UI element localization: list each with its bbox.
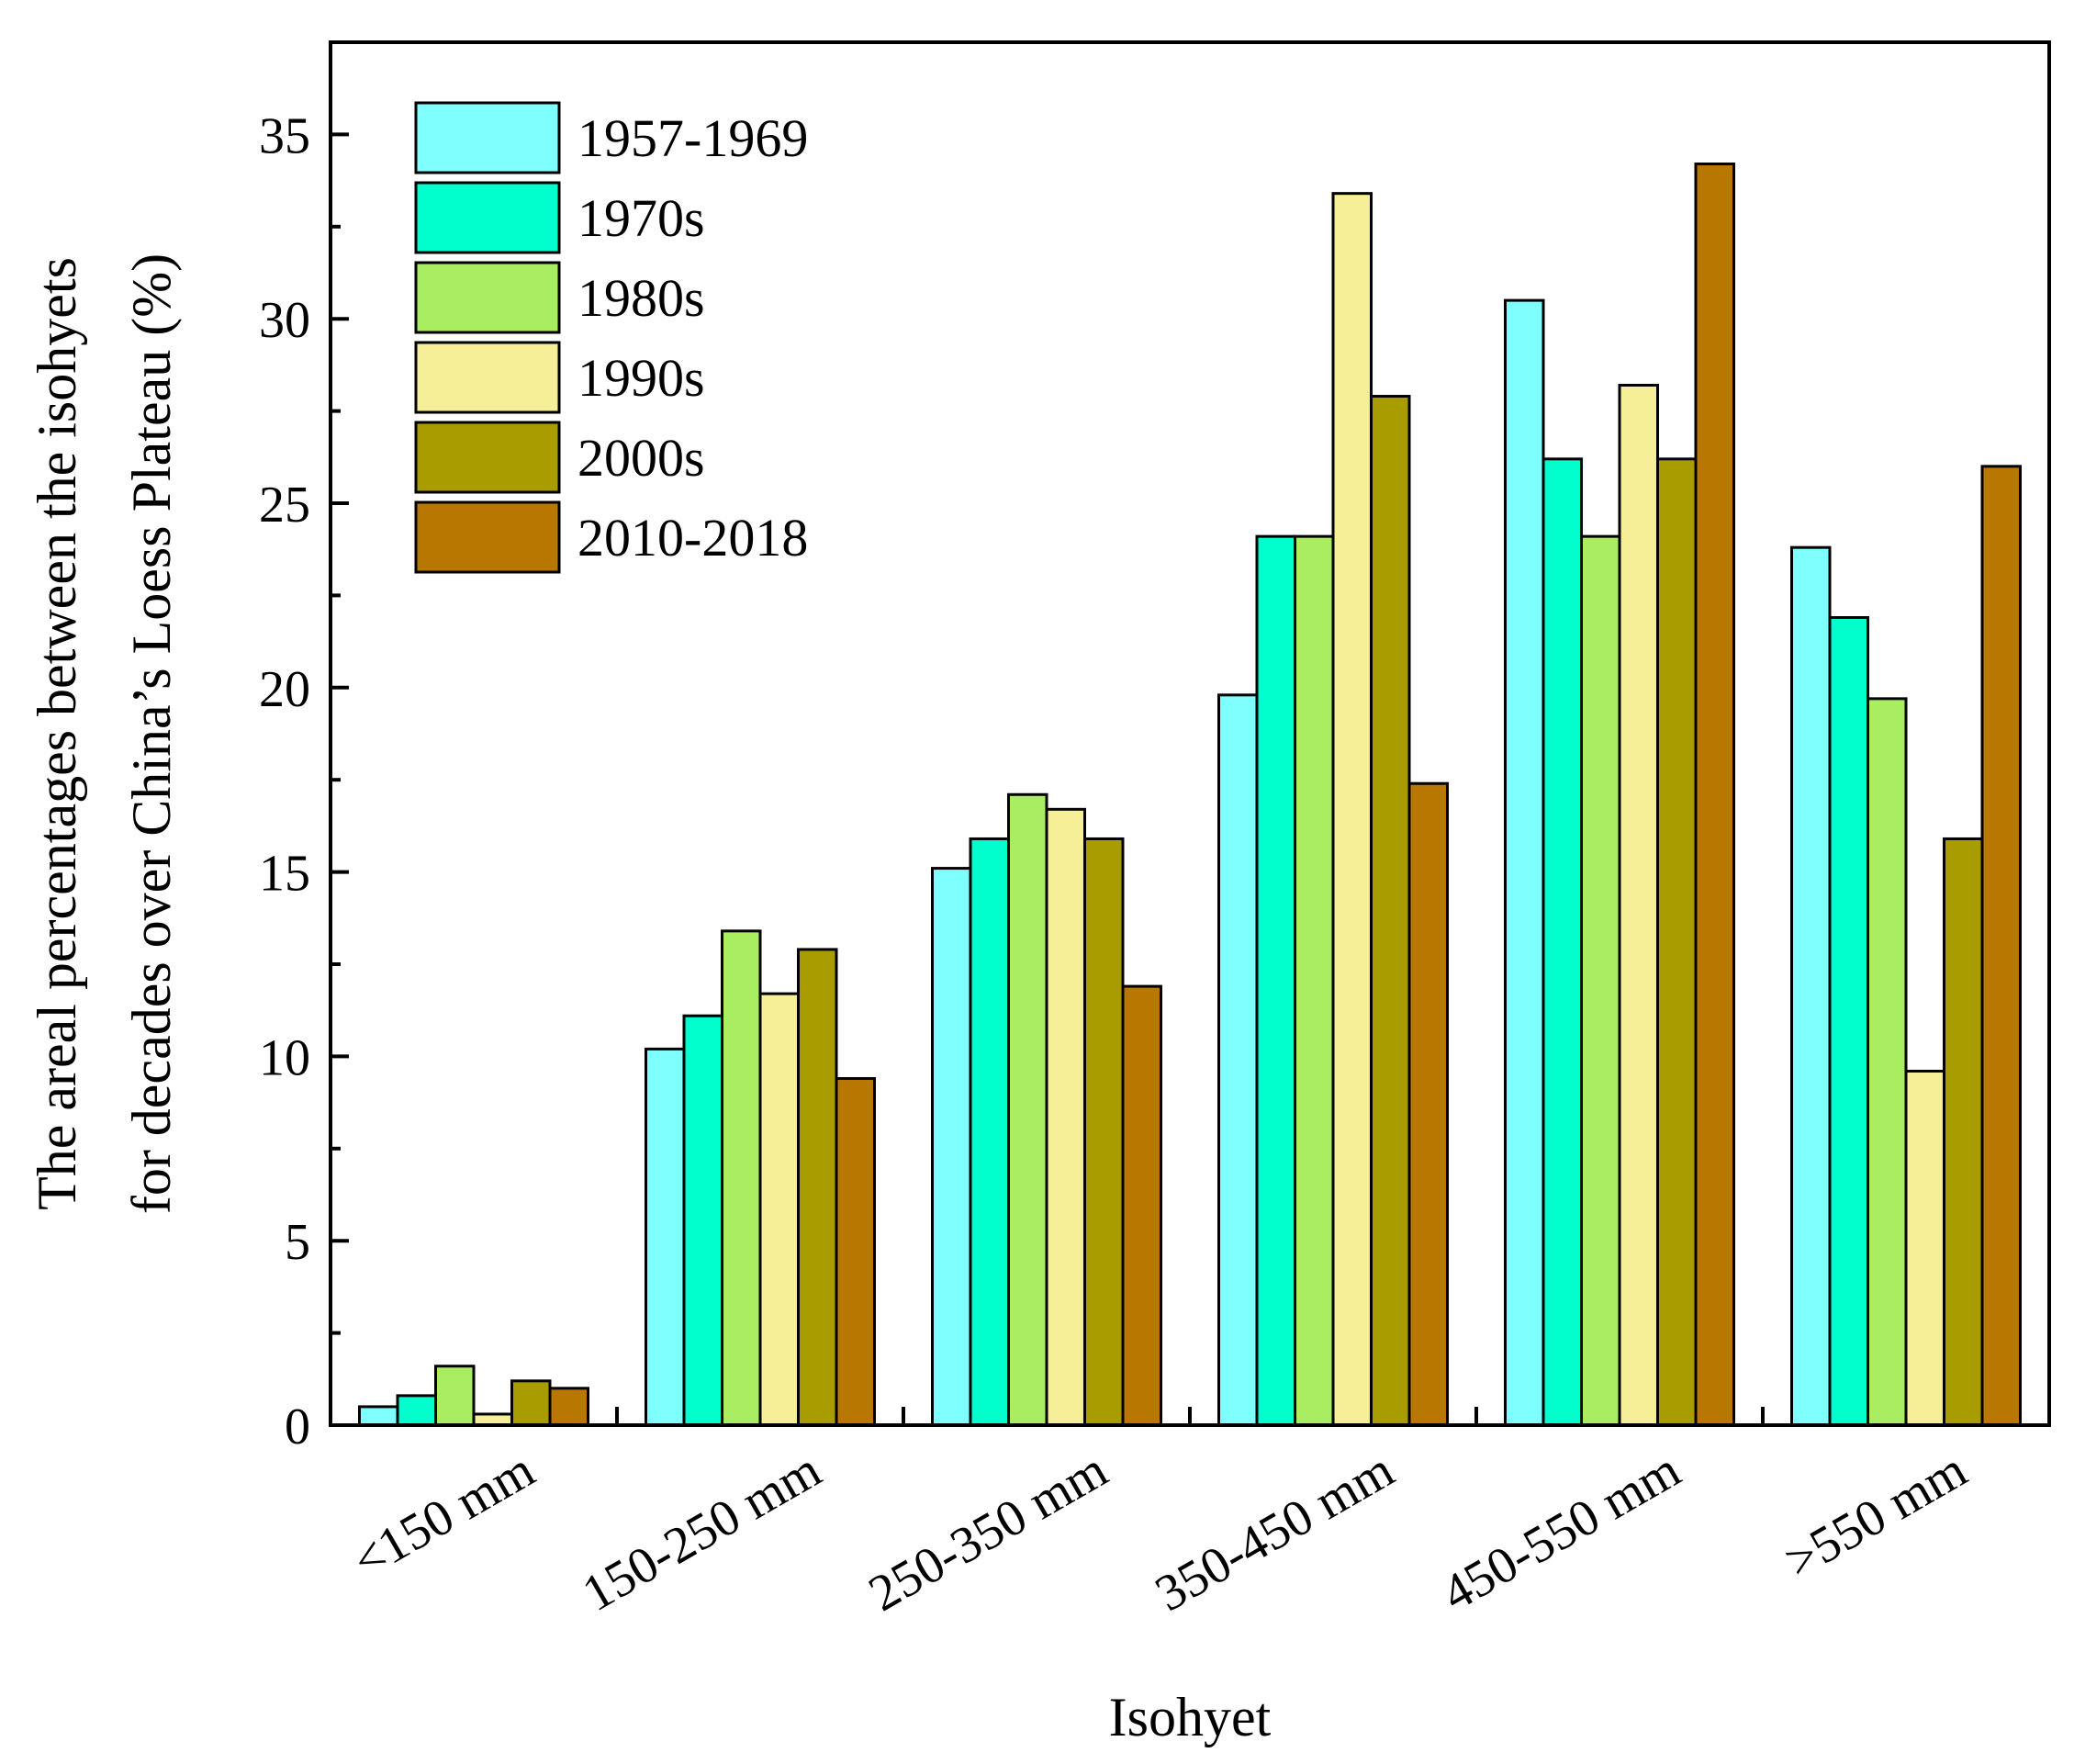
x-axis-title: Isohyet (1109, 1687, 1272, 1747)
bar-1957-1969-450-550 mm (1504, 298, 1545, 1427)
y-tick-label: 20 (259, 661, 310, 718)
bar-2000s-450-550 mm (1656, 457, 1698, 1427)
bar-1957-1969-<150 mm (358, 1405, 399, 1427)
legend-swatch-2000s (414, 421, 561, 494)
y-tick-label: 10 (259, 1029, 310, 1086)
y-tick-label: 15 (259, 846, 310, 903)
bar-1990s->550 mm (1904, 1069, 1945, 1427)
y-axis: 0 5 10 15 20 25 30 35 (259, 107, 349, 1455)
bar-1970s->550 mm (1828, 615, 1869, 1427)
bar-1957-1969-250-350 mm (931, 867, 972, 1427)
y-tick-label: 0 (285, 1399, 310, 1455)
bar-1980s->550 mm (1867, 697, 1908, 1427)
legend-swatch-2010-2018 (414, 500, 561, 574)
bar-2000s-250-350 mm (1083, 837, 1125, 1427)
x-tick-label: 450-550 mm (1432, 1442, 1689, 1624)
y-axis-title: The areal percentages between the isohye… (27, 253, 182, 1214)
bar-2010-2018-450-550 mm (1694, 163, 1735, 1427)
x-tick-label: 150-250 mm (573, 1442, 830, 1624)
legend-swatch-1970s (414, 181, 561, 254)
legend-label-2010-2018: 2010-2018 (577, 508, 808, 567)
x-axis: <150 mm 150-250 mm 250-350 mm 350-450 mm 450… (343, 1407, 1977, 1623)
x-tick-label: 350-450 mm (1146, 1442, 1403, 1624)
bar-1957-1969-350-450 mm (1217, 693, 1259, 1427)
legend: 1957-1969 1970s 1980s 1990s 2000s 2010-2018 (414, 101, 808, 574)
legend-label-1970s: 1970s (577, 188, 705, 248)
bar-1980s-350-450 mm (1294, 534, 1335, 1427)
bar-2010-2018-150-250 mm (835, 1076, 876, 1427)
x-tick-label: >550 mm (1776, 1442, 1977, 1590)
y-tick-label: 5 (285, 1214, 310, 1271)
legend-label-1957-1969: 1957-1969 (577, 108, 808, 168)
bar-2000s->550 mm (1943, 837, 1984, 1427)
bar-2010-2018-250-350 mm (1121, 984, 1162, 1427)
bar-2000s-350-450 mm (1370, 395, 1411, 1427)
bar-1990s-350-450 mm (1331, 192, 1373, 1427)
bar-1970s-<150 mm (396, 1394, 437, 1427)
legend-swatch-1990s (414, 341, 561, 414)
bar-1990s-250-350 mm (1045, 807, 1086, 1427)
legend-label-1990s: 1990s (577, 348, 705, 408)
bar-1980s-150-250 mm (721, 929, 762, 1427)
bar-2010-2018-350-450 mm (1407, 781, 1449, 1427)
bar-2000s-150-250 mm (797, 948, 838, 1427)
bar-1957-1969-150-250 mm (645, 1047, 686, 1427)
y-axis-title-line-1: The areal percentages between the isohye… (27, 257, 87, 1210)
y-tick-label: 30 (259, 292, 310, 349)
bar-1990s-150-250 mm (758, 992, 800, 1427)
bar-1980s-450-550 mm (1580, 534, 1621, 1427)
bar-1970s-350-450 mm (1255, 534, 1296, 1427)
y-tick-label: 25 (259, 477, 310, 534)
bar-2010-2018->550 mm (1980, 465, 2022, 1427)
bar-1970s-250-350 mm (969, 837, 1010, 1427)
bar-2000s-<150 mm (510, 1379, 552, 1427)
bar-1970s-450-550 mm (1541, 457, 1583, 1427)
bar-1980s-<150 mm (434, 1365, 476, 1427)
bar-1957-1969->550 mm (1790, 545, 1832, 1427)
x-tick-label: <150 mm (343, 1442, 544, 1590)
legend-label-2000s: 2000s (577, 428, 705, 488)
bar-1970s-150-250 mm (682, 1014, 723, 1427)
bar-2010-2018-<150 mm (548, 1387, 589, 1427)
legend-swatch-1980s (414, 261, 561, 334)
bar-1980s-250-350 mm (1007, 792, 1048, 1427)
bars-group (358, 163, 2022, 1427)
legend-label-1980s: 1980s (577, 268, 705, 328)
y-axis-title-line-2: for decades over China’s Loess Plateau (… (121, 253, 182, 1214)
x-tick-label: 250-350 mm (859, 1442, 1116, 1624)
bar-1990s-450-550 mm (1618, 383, 1659, 1427)
y-tick-label: 35 (259, 107, 310, 164)
legend-swatch-1957-1969 (414, 101, 561, 174)
